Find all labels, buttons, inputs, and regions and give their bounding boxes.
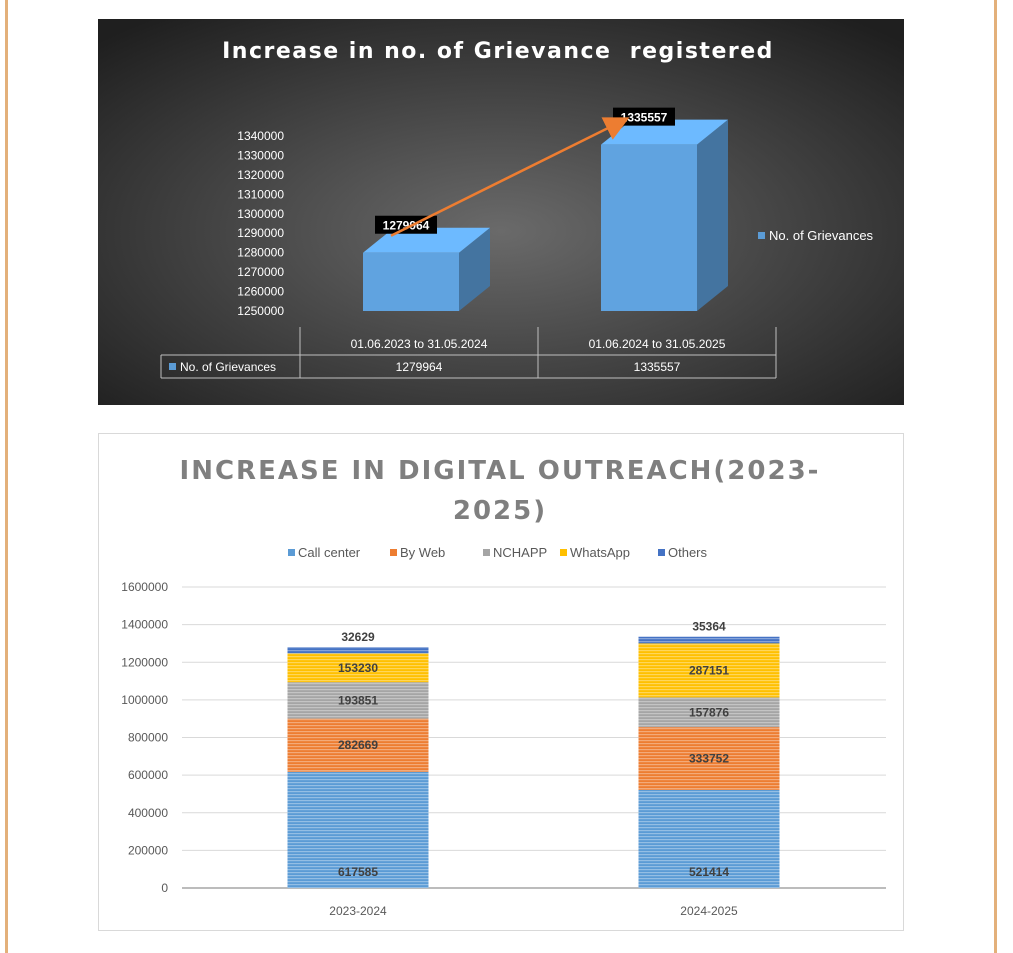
- bar-front: [601, 144, 697, 311]
- legend-key: [758, 232, 765, 239]
- y-tick-label: 1260000: [237, 285, 284, 299]
- bar-front: [363, 252, 459, 311]
- y-tick-label: 1300000: [237, 207, 284, 221]
- bar-segment-texture: [638, 789, 780, 888]
- data-label: 153230: [338, 661, 378, 675]
- y-tick-label: 1320000: [237, 168, 284, 182]
- y-tick-label: 200000: [128, 843, 168, 857]
- bar-segment-texture: [638, 636, 780, 644]
- legend-label: Call center: [298, 545, 361, 560]
- legend-key: [483, 549, 490, 556]
- bar-segment-texture: [638, 697, 780, 728]
- grievance-chart: Increase in no. of Grievance registered …: [98, 19, 904, 405]
- legend-key: [390, 549, 397, 556]
- legend-label: WhatsApp: [570, 545, 630, 560]
- y-tick-label: 0: [161, 881, 168, 895]
- data-label: 617585: [338, 865, 378, 879]
- legend-label: No. of Grievances: [769, 228, 874, 243]
- y-tick-label: 1330000: [237, 148, 284, 162]
- bar-segment-texture: [638, 727, 780, 790]
- data-label: 193851: [338, 693, 378, 707]
- bar-segment-texture: [638, 643, 780, 698]
- data-label: 35364: [692, 620, 726, 634]
- table-value: 1279964: [396, 360, 443, 374]
- category-label: 01.06.2023 to 31.05.2024: [351, 337, 488, 351]
- table-value: 1335557: [634, 360, 681, 374]
- data-label: 32629: [341, 630, 375, 644]
- grievance-chart-svg: Increase in no. of Grievance registered …: [98, 19, 904, 405]
- chart-title-line1: INCREASE IN DIGITAL OUTREACH(2023-: [180, 456, 821, 486]
- y-tick-label: 400000: [128, 806, 168, 820]
- bar-segment-texture: [287, 718, 429, 772]
- x-tick-label: 2023-2024: [329, 904, 387, 918]
- bar-side: [697, 119, 728, 312]
- chart-title-line2: 2025): [453, 496, 547, 526]
- chart-background: [98, 19, 904, 405]
- y-tick-label: 1280000: [237, 246, 284, 260]
- y-tick-label: 1270000: [237, 265, 284, 279]
- legend-key: [560, 549, 567, 556]
- trend-arrow: [390, 117, 630, 237]
- bar-side: [459, 227, 490, 311]
- y-tick-label: 1290000: [237, 226, 284, 240]
- page-border-right: [994, 0, 997, 953]
- page-border-left: [5, 0, 8, 953]
- category-label: 01.06.2024 to 31.05.2025: [589, 337, 726, 351]
- legend-label: NCHAPP: [493, 545, 547, 560]
- bar-segment-texture: [287, 682, 429, 719]
- legend-key: [288, 549, 295, 556]
- y-tick-label: 1600000: [121, 580, 168, 594]
- chart-title: Increase in no. of Grievance registered: [222, 39, 774, 64]
- digital-outreach-chart-svg: INCREASE IN DIGITAL OUTREACH(2023- 2025)…: [121, 456, 886, 918]
- data-label: 333752: [689, 752, 729, 766]
- legend-label: By Web: [400, 545, 445, 560]
- y-tick-label: 1200000: [121, 655, 168, 669]
- bar: [601, 119, 728, 312]
- data-label: 287151: [689, 663, 729, 677]
- bar-top: [601, 119, 728, 145]
- legend-key: [658, 549, 665, 556]
- y-tick-label: 1000000: [121, 693, 168, 707]
- table-series-name: No. of Grievances: [180, 360, 276, 374]
- digital-outreach-chart: INCREASE IN DIGITAL OUTREACH(2023- 2025)…: [98, 433, 904, 931]
- y-tick-label: 600000: [128, 768, 168, 782]
- data-label: 157876: [689, 705, 729, 719]
- x-tick-label: 2024-2025: [680, 904, 738, 918]
- bar-segment-texture: [287, 653, 429, 683]
- bar-segment-texture: [287, 647, 429, 654]
- legend-label: Others: [668, 545, 708, 560]
- data-label: 521414: [689, 865, 729, 879]
- data-label: 282669: [338, 738, 378, 752]
- table-legend-key: [169, 363, 176, 370]
- bar: [363, 227, 490, 311]
- data-label: 1335557: [621, 111, 668, 125]
- y-tick-label: 800000: [128, 731, 168, 745]
- y-tick-label: 1400000: [121, 618, 168, 632]
- bar-segment-texture: [287, 771, 429, 888]
- y-tick-label: 1310000: [237, 187, 284, 201]
- y-tick-label: 1340000: [237, 129, 284, 143]
- y-tick-label: 1250000: [237, 304, 284, 318]
